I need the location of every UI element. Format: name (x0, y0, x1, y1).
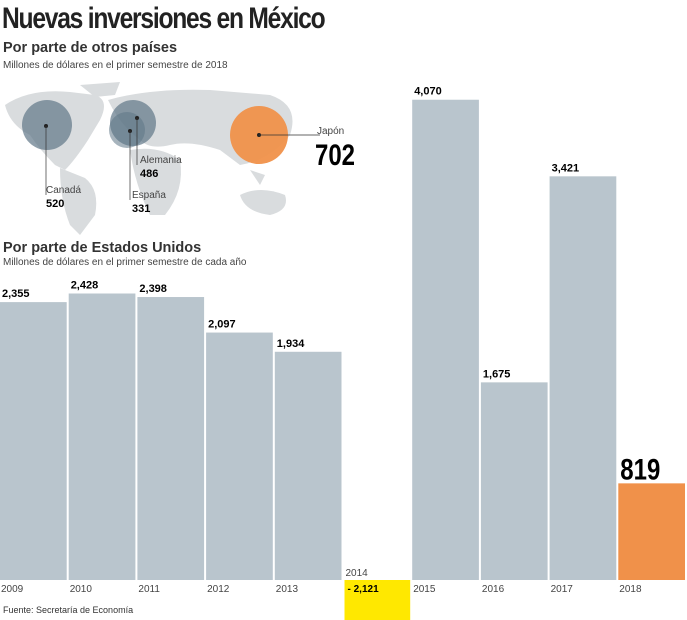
bar-2012 (206, 332, 273, 580)
data-label-2010: 2,428 (71, 279, 99, 291)
bar-2016 (480, 382, 548, 580)
us-heading: Por parte de Estados Unidos (3, 240, 202, 256)
bar-2015 (412, 99, 479, 581)
label-espana: España (132, 190, 166, 201)
label-alemania: Alemania (140, 155, 182, 166)
bar-2010 (68, 293, 136, 580)
tick-label-2009: 2009 (1, 584, 24, 595)
data-label-2014: - 2,121 (348, 584, 380, 595)
bubble-germany-spain (109, 100, 156, 200)
tick-label-2012: 2012 (207, 584, 230, 595)
tick-label-2015: 2015 (413, 584, 436, 595)
bar-2013 (274, 351, 342, 580)
bubble-canada (22, 100, 72, 195)
bar-chart: 2,355 2009 2,428 2010 2,398 2011 2,097 2012 1,93… (0, 86, 685, 620)
tick-label-2013: 2013 (276, 584, 299, 595)
page-title: Nuevas inversiones en México (2, 2, 326, 35)
bar-2014 (344, 580, 411, 620)
data-label-2009: 2,355 (2, 288, 30, 300)
tick-label-2014: 2014 (346, 568, 369, 579)
tick-label-2016: 2016 (482, 584, 505, 595)
value-canada: 520 (46, 198, 64, 210)
source-note: Fuente: Secretaría de Economía (3, 605, 134, 615)
bar-2011 (137, 297, 205, 580)
bar-2009 (0, 302, 67, 580)
bar-2017 (549, 176, 617, 580)
us-note: Millones de dólares en el primer semestr… (3, 257, 247, 268)
tick-label-2010: 2010 (70, 584, 93, 595)
value-alemania: 486 (140, 168, 158, 180)
tick-label-2017: 2017 (551, 584, 574, 595)
tick-label-2018: 2018 (619, 584, 642, 595)
others-heading: Por parte de otros países (3, 40, 178, 56)
others-note: Millones de dólares en el primer semestr… (3, 60, 228, 71)
data-label-2017: 3,421 (552, 162, 580, 174)
data-label-2012: 2,097 (208, 319, 236, 331)
data-label-2016: 1,675 (483, 368, 511, 380)
value-espana: 331 (132, 203, 150, 215)
data-label-2013: 1,934 (277, 338, 305, 350)
data-label-2018: 819 (620, 453, 660, 486)
label-canada: Canadá (46, 185, 81, 196)
value-japon: 702 (315, 139, 355, 172)
bubble-espana-circle (109, 112, 145, 148)
bar-2018 (618, 483, 685, 580)
label-japon: Japón (317, 126, 344, 137)
data-label-2015: 4,070 (414, 86, 442, 98)
bubble-japan (230, 106, 320, 164)
data-label-2011: 2,398 (139, 283, 167, 295)
tick-label-2011: 2011 (138, 584, 160, 595)
